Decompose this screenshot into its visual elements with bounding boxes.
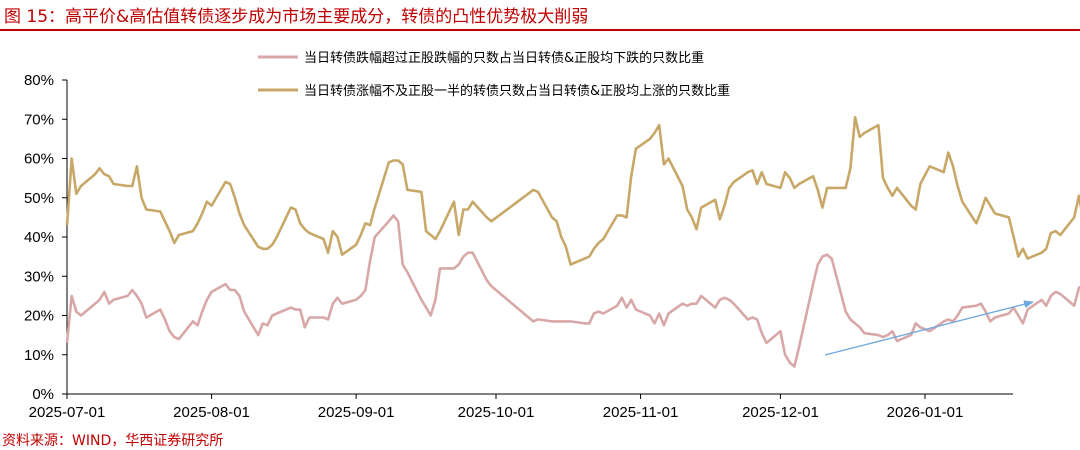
x-axis: 2025-07-01 2025-08-01 2025-09-01 2025-10-01… — [29, 393, 1013, 421]
figure-title: 图 15：高平价&高估值转债逐步成为市场主要成分，转债的凸性优势极大削弱 — [4, 7, 589, 27]
source-note: 资料来源：WIND，华西证券研究所 — [2, 433, 224, 449]
trend-arrow — [824, 300, 1034, 356]
x-tick-label: 2025-07-01 — [29, 404, 106, 421]
x-tick-label: 2025-08-01 — [173, 404, 250, 421]
y-tick-label: 50% — [24, 190, 54, 207]
legend-label-2: 当日转债涨幅不及正股一半的转债只数占当日转债&正股均上涨的只数比重 — [304, 83, 730, 99]
series-line-1 — [65, 214, 1080, 368]
y-tick-label: 10% — [24, 347, 54, 364]
x-tick-label: 2025-10-01 — [458, 404, 535, 421]
y-tick-label: 20% — [24, 308, 54, 325]
x-tick-label: 2025-12-01 — [742, 404, 819, 421]
series-layer — [65, 116, 1080, 368]
x-tick-label: 2025-11-01 — [603, 404, 679, 421]
y-tick-label: 30% — [24, 268, 54, 285]
title-divider — [0, 29, 1080, 31]
legend-label-1: 当日转债跌幅超过正股跌幅的只数占当日转债&正股均下跌的只数比重 — [304, 50, 704, 66]
y-tick-label: 60% — [24, 151, 54, 168]
x-tick-label: 2025-09-01 — [318, 404, 395, 421]
y-tick-label: 80% — [24, 72, 54, 89]
y-tick-label: 70% — [24, 111, 54, 128]
y-tick-label: 0% — [32, 386, 54, 403]
x-tick-label: 2026-01-01 — [887, 404, 964, 421]
series-line-2 — [65, 116, 1080, 266]
legend: 当日转债跌幅超过正股跌幅的只数占当日转债&正股均下跌的只数比重当日转债涨幅不及正… — [258, 50, 730, 99]
y-tick-label: 40% — [24, 229, 54, 246]
y-axis: 0% 10% 20% 30% 40% 50% 60% 70% 80% — [24, 72, 68, 403]
